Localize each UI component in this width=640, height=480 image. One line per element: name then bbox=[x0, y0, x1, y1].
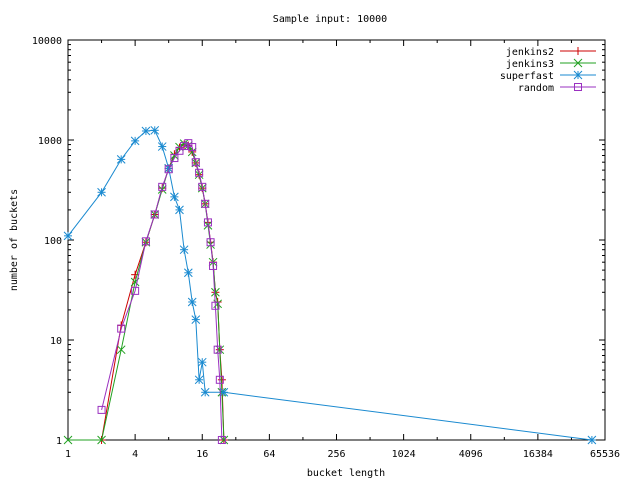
x-tick-label: 1 bbox=[65, 449, 71, 460]
data-point-jenkins3 bbox=[219, 435, 229, 445]
series-layer bbox=[63, 125, 597, 445]
data-point-jenkins3 bbox=[157, 185, 167, 194]
series-superfast bbox=[63, 125, 597, 445]
x-tick-label: 4096 bbox=[459, 449, 483, 460]
data-point-jenkins3 bbox=[170, 151, 179, 160]
data-point-superfast bbox=[150, 125, 160, 135]
data-point-superfast bbox=[587, 435, 597, 445]
legend-label: superfast bbox=[500, 71, 554, 82]
y-tick-label: 1000 bbox=[38, 136, 62, 147]
data-point-random bbox=[131, 286, 140, 295]
data-point-random bbox=[211, 301, 220, 310]
data-point-random bbox=[215, 375, 224, 384]
data-point-superfast bbox=[116, 155, 126, 164]
legend-label: jenkins2 bbox=[506, 47, 554, 58]
data-point-random bbox=[213, 345, 222, 354]
legend-marker bbox=[573, 70, 583, 80]
series-jenkins3 bbox=[63, 139, 229, 445]
data-point-superfast bbox=[194, 375, 204, 385]
series-random bbox=[97, 139, 226, 444]
data-point-superfast bbox=[219, 387, 229, 397]
y-tick-label: 1 bbox=[56, 436, 62, 447]
data-point-random bbox=[97, 405, 106, 414]
data-point-jenkins3 bbox=[211, 287, 220, 297]
data-point-random bbox=[209, 261, 218, 270]
data-point-superfast bbox=[63, 231, 73, 241]
data-point-random bbox=[191, 158, 200, 167]
x-tick-label: 65536 bbox=[590, 449, 620, 460]
legend-marker bbox=[573, 58, 583, 68]
data-point-superfast bbox=[183, 268, 193, 278]
y-tick-label: 100 bbox=[44, 236, 62, 247]
data-point-superfast bbox=[157, 142, 167, 151]
x-tick-label: 1024 bbox=[392, 449, 416, 460]
x-axis-label: bucket length bbox=[307, 468, 385, 479]
data-point-random bbox=[158, 182, 167, 191]
legend-marker bbox=[574, 47, 582, 55]
data-point-superfast bbox=[197, 357, 207, 367]
legend-label: jenkins3 bbox=[506, 59, 554, 70]
legend-entry-superfast: superfast bbox=[500, 70, 596, 82]
data-point-superfast bbox=[141, 126, 151, 136]
data-point-random bbox=[180, 142, 189, 151]
data-point-random bbox=[175, 146, 184, 155]
legend-marker bbox=[574, 83, 582, 91]
data-point-random bbox=[201, 199, 210, 208]
data-point-random bbox=[117, 324, 126, 333]
series-line-superfast bbox=[67, 129, 592, 441]
data-point-superfast bbox=[130, 136, 140, 146]
data-point-random bbox=[188, 143, 197, 152]
data-point-superfast bbox=[187, 297, 197, 307]
data-point-random bbox=[206, 238, 215, 247]
data-point-superfast bbox=[200, 387, 210, 397]
x-tick-label: 64 bbox=[263, 449, 275, 460]
x-tick-label: 256 bbox=[327, 449, 345, 460]
data-point-superfast bbox=[170, 192, 179, 202]
y-axis-label: number of buckets bbox=[9, 189, 20, 291]
data-point-random bbox=[195, 168, 204, 177]
data-point-superfast bbox=[179, 245, 189, 255]
axes: 1 4 16 64 256 1024 4096 16384 65536 1 10 100 1000 100… bbox=[32, 36, 620, 460]
legend-label: random bbox=[518, 83, 554, 94]
data-point-random bbox=[217, 436, 226, 444]
legend-entry-jenkins2: jenkins2 bbox=[506, 47, 596, 58]
data-point-jenkins3 bbox=[187, 147, 197, 157]
chart-title: Sample input: 10000 bbox=[273, 14, 387, 25]
data-point-superfast bbox=[97, 187, 106, 197]
legend-entry-jenkins3: jenkins3 bbox=[506, 58, 596, 70]
x-tick-label: 4 bbox=[132, 449, 138, 460]
data-point-jenkins2 bbox=[131, 270, 140, 279]
x-tick-label: 16384 bbox=[523, 449, 553, 460]
data-point-jenkins3 bbox=[63, 435, 73, 445]
y-tick-label: 10 bbox=[50, 336, 62, 347]
data-point-random bbox=[170, 154, 179, 163]
data-point-random bbox=[198, 182, 207, 191]
data-point-superfast bbox=[175, 205, 184, 215]
y-tick-label: 10000 bbox=[32, 36, 62, 47]
data-point-random bbox=[141, 237, 150, 246]
legend-entry-random: random bbox=[518, 83, 596, 94]
x-tick-label: 16 bbox=[196, 449, 208, 460]
data-point-random bbox=[150, 210, 159, 219]
data-point-jenkins3 bbox=[97, 435, 106, 445]
data-point-random bbox=[203, 218, 212, 227]
data-point-random bbox=[164, 165, 173, 174]
data-point-superfast bbox=[191, 315, 201, 324]
data-point-jenkins3 bbox=[116, 345, 126, 355]
